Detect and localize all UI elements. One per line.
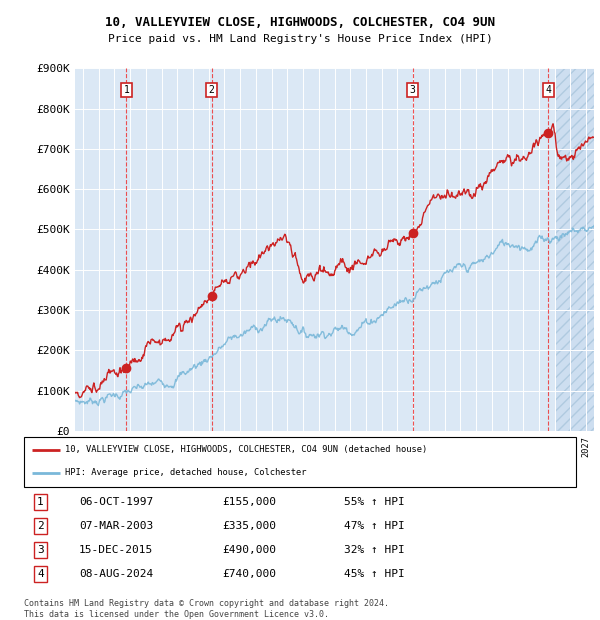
Text: 07-MAR-2003: 07-MAR-2003 (79, 521, 154, 531)
Bar (554, 68, 594, 431)
Text: 10, VALLEYVIEW CLOSE, HIGHWOODS, COLCHESTER, CO4 9UN: 10, VALLEYVIEW CLOSE, HIGHWOODS, COLCHES… (105, 16, 495, 29)
Text: 15-DEC-2015: 15-DEC-2015 (79, 546, 154, 556)
Text: 4: 4 (545, 85, 551, 95)
Text: £335,000: £335,000 (223, 521, 277, 531)
Text: £155,000: £155,000 (223, 497, 277, 507)
Text: Price paid vs. HM Land Registry's House Price Index (HPI): Price paid vs. HM Land Registry's House … (107, 34, 493, 44)
Text: 08-AUG-2024: 08-AUG-2024 (79, 569, 154, 579)
Text: 3: 3 (410, 85, 415, 95)
Bar (554, 68, 594, 431)
Text: 4: 4 (37, 569, 44, 579)
Text: £740,000: £740,000 (223, 569, 277, 579)
Text: 3: 3 (37, 546, 44, 556)
Text: 55% ↑ HPI: 55% ↑ HPI (344, 497, 405, 507)
Text: £490,000: £490,000 (223, 546, 277, 556)
Text: 47% ↑ HPI: 47% ↑ HPI (344, 521, 405, 531)
Text: 2: 2 (209, 85, 214, 95)
Text: 06-OCT-1997: 06-OCT-1997 (79, 497, 154, 507)
Text: 45% ↑ HPI: 45% ↑ HPI (344, 569, 405, 579)
Text: 2: 2 (37, 521, 44, 531)
Text: 1: 1 (37, 497, 44, 507)
FancyBboxPatch shape (24, 437, 576, 487)
Text: Contains HM Land Registry data © Crown copyright and database right 2024.
This d: Contains HM Land Registry data © Crown c… (24, 600, 389, 619)
Text: HPI: Average price, detached house, Colchester: HPI: Average price, detached house, Colc… (65, 468, 307, 477)
Text: 1: 1 (124, 85, 130, 95)
Text: 10, VALLEYVIEW CLOSE, HIGHWOODS, COLCHESTER, CO4 9UN (detached house): 10, VALLEYVIEW CLOSE, HIGHWOODS, COLCHES… (65, 445, 428, 454)
Text: 32% ↑ HPI: 32% ↑ HPI (344, 546, 405, 556)
